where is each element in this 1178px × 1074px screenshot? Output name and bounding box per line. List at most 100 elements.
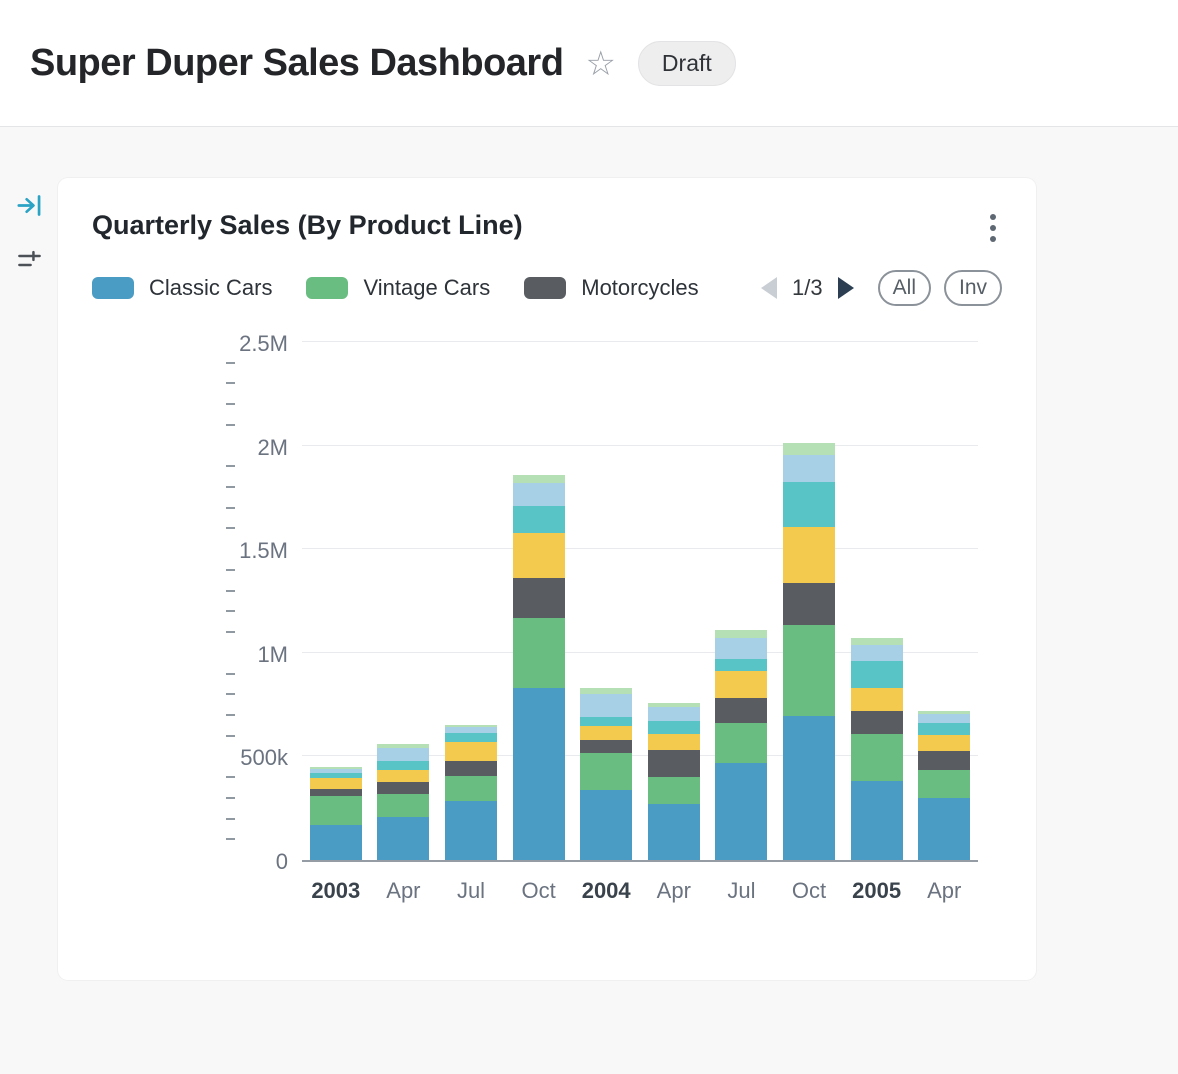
y-minor-tick [226,423,235,426]
chart-bar[interactable] [377,744,430,860]
chart-bar[interactable] [850,638,903,860]
bar-segment[interactable] [918,723,971,735]
all-button[interactable]: All [877,270,931,306]
chart-bar[interactable] [309,766,362,860]
kebab-menu-icon[interactable] [984,210,1002,246]
bar-segment[interactable] [647,702,700,707]
bar-segment[interactable] [580,694,633,718]
bar-segment[interactable] [512,505,565,533]
bar-segment[interactable] [783,583,835,625]
chart-bar[interactable] [783,442,835,860]
bar-segment[interactable] [580,688,633,695]
bar-segment[interactable] [445,725,497,728]
chart-bar[interactable] [647,702,700,860]
bar-segment[interactable] [512,474,565,483]
bar-segment[interactable] [783,624,835,716]
bar-segment[interactable] [850,733,903,782]
bar-segment[interactable] [715,630,768,639]
bar-segment[interactable] [850,688,903,711]
bar-segment[interactable] [647,721,700,734]
y-tick-label: 1.5M [239,538,288,564]
bar-segment[interactable] [445,800,497,860]
bar-segment[interactable] [783,454,835,482]
side-toolbar [0,178,58,274]
bar-segment[interactable] [918,769,971,798]
filter-lines-icon[interactable] [16,247,43,274]
bar-segment[interactable] [580,739,633,754]
bar-segment[interactable] [377,782,430,794]
bar-segment[interactable] [445,727,497,733]
bar-segment[interactable] [715,762,768,860]
bar-segment[interactable] [580,753,633,790]
y-minor-tick [226,776,235,779]
bar-segment[interactable] [512,617,565,689]
bar-segment[interactable] [377,769,430,783]
bar-segment[interactable] [850,644,903,662]
chart-bar[interactable] [512,474,565,860]
bar-segment[interactable] [715,638,768,660]
bar-segment[interactable] [783,442,835,455]
chart-bar[interactable] [918,710,971,860]
bar-segment[interactable] [647,706,700,722]
bar-segment[interactable] [715,723,768,763]
bar-segment[interactable] [850,781,903,860]
bar-segment[interactable] [377,744,430,749]
chart-bar[interactable] [715,630,768,860]
legend-next-icon[interactable] [836,275,858,301]
bar-segment[interactable] [647,777,700,805]
bar-segment[interactable] [377,760,430,770]
legend-item[interactable]: Motorcycles [524,275,699,301]
chart-bar[interactable] [445,725,497,860]
bar-segment[interactable] [647,804,700,860]
bar-segment[interactable] [445,760,497,777]
y-tick-label: 2M [257,434,288,460]
bar-segment[interactable] [512,688,565,860]
bar-segment[interactable] [783,481,835,528]
bar-segment[interactable] [783,527,835,584]
bar-segment[interactable] [512,578,565,618]
chart-bar[interactable] [580,688,633,860]
bar-segment[interactable] [309,766,362,769]
bar-segment[interactable] [918,751,971,770]
legend-prev-icon[interactable] [757,275,779,301]
bar-segment[interactable] [715,698,768,724]
bar-segment[interactable] [512,532,565,579]
bar-segment[interactable] [512,482,565,506]
legend-pager: 1/3 [757,275,858,301]
bar-segment[interactable] [309,773,362,779]
bar-segment[interactable] [377,793,430,817]
bar-segment[interactable] [647,733,700,751]
bar-segment[interactable] [445,741,497,761]
bar-segment[interactable] [647,750,700,778]
bar-segment[interactable] [715,659,768,672]
bar-segment[interactable] [783,716,835,860]
bar-segment[interactable] [918,713,971,724]
star-icon[interactable]: ☆ [585,45,616,83]
collapse-panel-icon[interactable] [16,192,43,219]
bar-segment[interactable] [309,824,362,860]
bar-segment[interactable] [580,726,633,740]
bar-segment[interactable] [918,797,971,860]
bar-segment[interactable] [918,734,971,752]
bar-segment[interactable] [309,795,362,825]
bar-segment[interactable] [445,776,497,801]
bar-segment[interactable] [377,748,430,761]
bar-segment[interactable] [309,788,362,796]
bar-segment[interactable] [377,816,430,860]
bar-segment[interactable] [309,768,362,773]
bar-segment[interactable] [850,661,903,689]
bar-segment[interactable] [715,671,768,699]
legend-item[interactable]: Classic Cars [92,275,272,301]
bar-segment[interactable] [309,778,362,789]
bar-segment[interactable] [850,710,903,734]
bar-segment[interactable] [850,638,903,645]
bar-segment[interactable] [445,732,497,742]
bar-segment[interactable] [918,710,971,714]
inv-button[interactable]: Inv [943,270,1002,306]
bar-segment[interactable] [580,789,633,860]
legend-item[interactable]: Vintage Cars [306,275,490,301]
bar-segment[interactable] [580,717,633,727]
x-tick-label: Apr [386,878,421,903]
y-tick-label: 500k [240,745,288,771]
x-tick-label: 2004 [581,878,631,903]
